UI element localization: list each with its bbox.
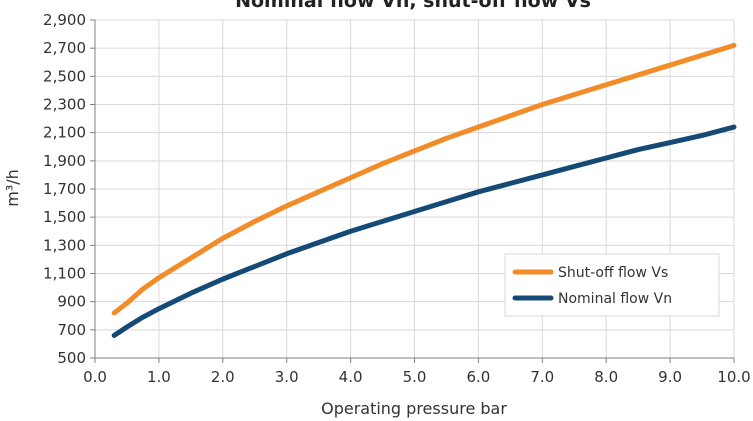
x-tick-label: 4.0	[339, 368, 363, 386]
y-tick-label: 1,300	[43, 236, 86, 254]
series-line-shut-off-flow	[111, 42, 737, 316]
legend: Shut-off flow Vs Nominal flow Vn	[504, 253, 720, 317]
y-tick-label: 700	[57, 321, 86, 339]
y-tick-label: 2,700	[43, 39, 86, 57]
legend-label-nominal-flow: Nominal flow Vn	[558, 291, 672, 307]
y-tick-label: 1,700	[43, 180, 86, 198]
x-tick-label: 9.0	[658, 368, 682, 386]
axes	[90, 19, 735, 363]
chart-text: 0.0 1.0 2.0 3.0 4.0 5.0 6.0 7.0 8.0 9.0 10.0 500 700…	[3, 0, 751, 418]
legend-label-shut-off-flow: Shut-off flow Vs	[558, 265, 668, 281]
y-tick-label: 2,300	[43, 96, 86, 114]
series-lines	[111, 42, 737, 338]
y-tick-label: 1,900	[43, 152, 86, 170]
x-tick-label: 8.0	[594, 368, 618, 386]
legend-box	[504, 253, 720, 317]
y-tick-label: 1,500	[43, 208, 86, 226]
y-tick-label: 2,100	[43, 124, 86, 142]
y-tick-label: 2,900	[43, 11, 86, 29]
x-tick-label: 0.0	[83, 368, 107, 386]
y-tick-label: 1,100	[43, 265, 86, 283]
x-tick-label: 5.0	[403, 368, 427, 386]
x-tick-label: 1.0	[147, 368, 171, 386]
x-axis-title: Operating pressure bar	[321, 399, 507, 418]
x-tick-label: 10.0	[717, 368, 750, 386]
x-tick-label: 3.0	[275, 368, 299, 386]
x-tick-label: 2.0	[211, 368, 235, 386]
x-tick-label: 6.0	[466, 368, 490, 386]
series-line-nominal-flow	[111, 124, 737, 338]
y-tick-label: 900	[57, 293, 86, 311]
y-tick-label: 2,500	[43, 67, 86, 85]
chart-title: Nominal flow Vn, shut-off flow Vs	[235, 0, 591, 12]
y-axis-title: m³/h	[3, 169, 22, 207]
y-tick-label: 500	[57, 349, 86, 367]
x-tick-label: 7.0	[530, 368, 554, 386]
